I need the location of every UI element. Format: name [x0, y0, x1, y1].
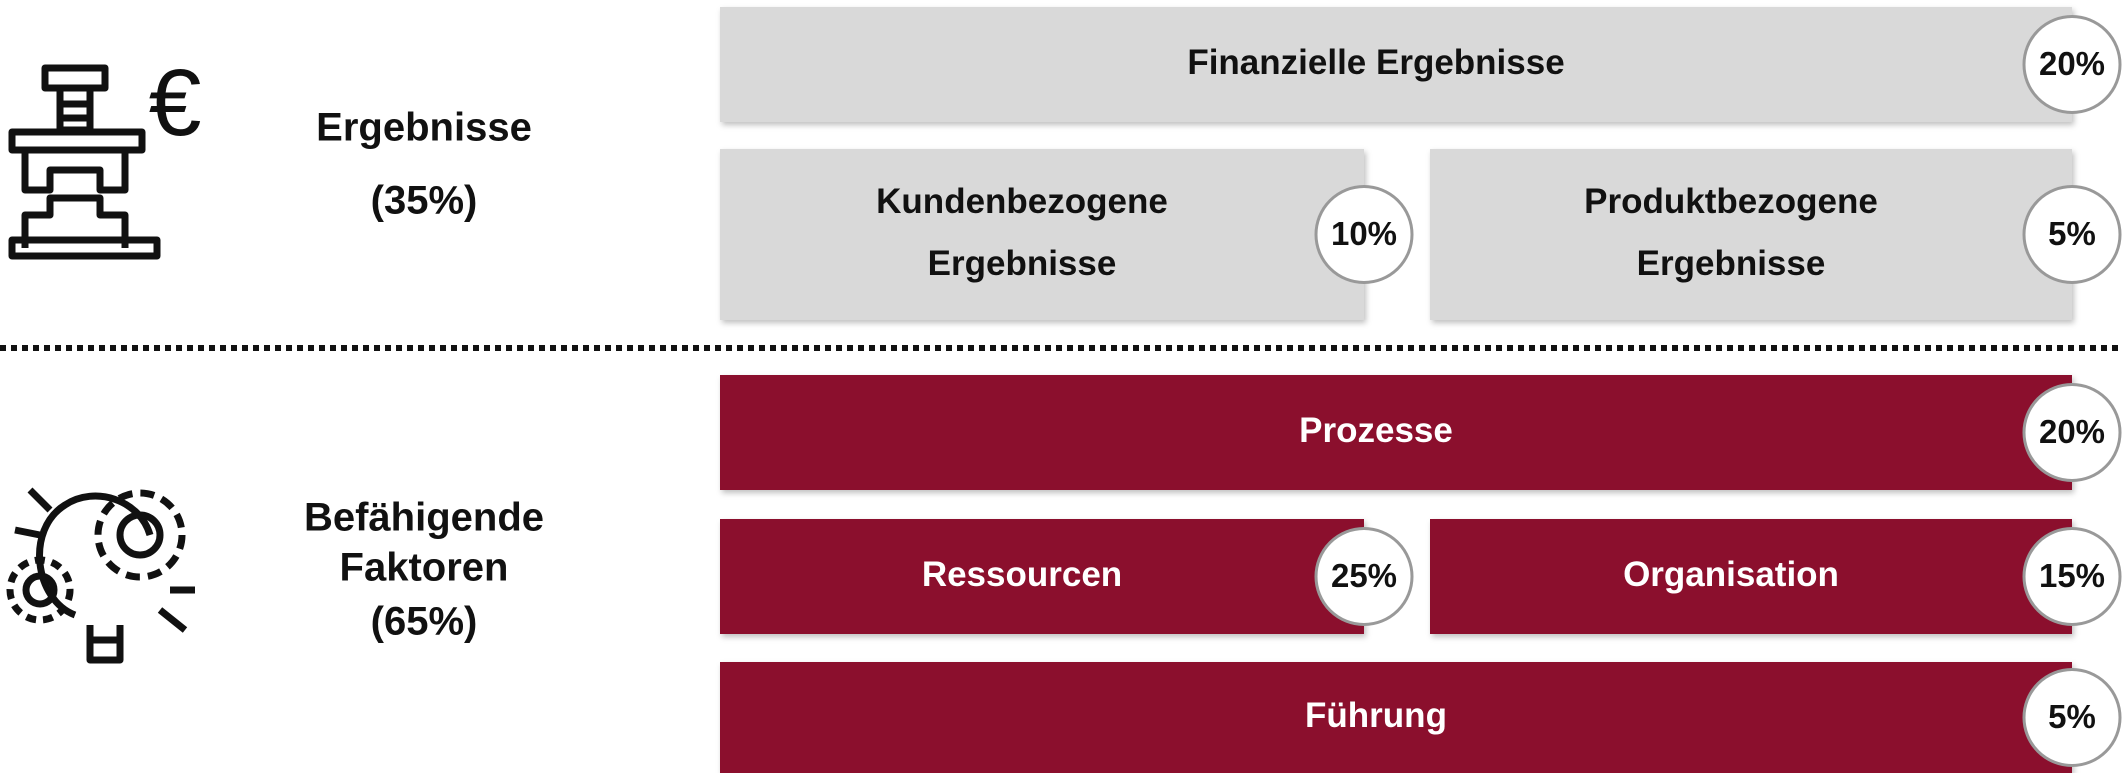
weight: 20%: [2039, 45, 2105, 82]
weight-circle: [1314, 185, 1414, 284]
weight-circle: [2022, 185, 2122, 284]
box: [1430, 149, 2072, 320]
weight-circle: [2022, 15, 2122, 114]
box-label: Prozesse: [1299, 411, 1453, 450]
press-icon: €: [8, 50, 202, 260]
box-label: Produktbezogene: [1584, 182, 1878, 221]
weight: 5%: [2048, 215, 2096, 252]
group-label: (65%): [371, 600, 478, 644]
box: [720, 375, 2072, 490]
group-label: Faktoren: [340, 546, 509, 590]
weight-circle: [2022, 383, 2122, 482]
weight: 25%: [1331, 557, 1397, 594]
weight-circle: [2022, 668, 2122, 767]
group-label: Befähigende: [304, 496, 544, 540]
euro-sign: €: [149, 50, 202, 156]
group-label: (35%): [371, 179, 478, 223]
box: [720, 7, 2072, 122]
box: [720, 662, 2072, 773]
weight: 10%: [1331, 215, 1397, 252]
weight: 5%: [2048, 698, 2096, 735]
box-label: Ergebnisse: [1637, 244, 1826, 283]
weight: 15%: [2039, 557, 2105, 594]
box-label: Ergebnisse: [928, 244, 1117, 283]
box-label: Ressourcen: [922, 555, 1122, 594]
box-label: Führung: [1305, 696, 1447, 735]
box: [720, 149, 1364, 320]
weight: 20%: [2039, 413, 2105, 450]
weight-circle: [2022, 527, 2122, 626]
group-label: Ergebnisse: [316, 106, 532, 150]
gear-bulb-icon: [6, 487, 195, 664]
box: [720, 519, 1364, 634]
box-label: Kundenbezogene: [876, 182, 1168, 221]
box-label: Finanzielle Ergebnisse: [1187, 43, 1564, 82]
box-label: Organisation: [1623, 555, 1839, 594]
box: [1430, 519, 2072, 634]
content: Ergebnisse (35%) Finanzielle Ergebnisse 20%…: [304, 7, 2122, 773]
weight-circle: [1314, 527, 1414, 626]
